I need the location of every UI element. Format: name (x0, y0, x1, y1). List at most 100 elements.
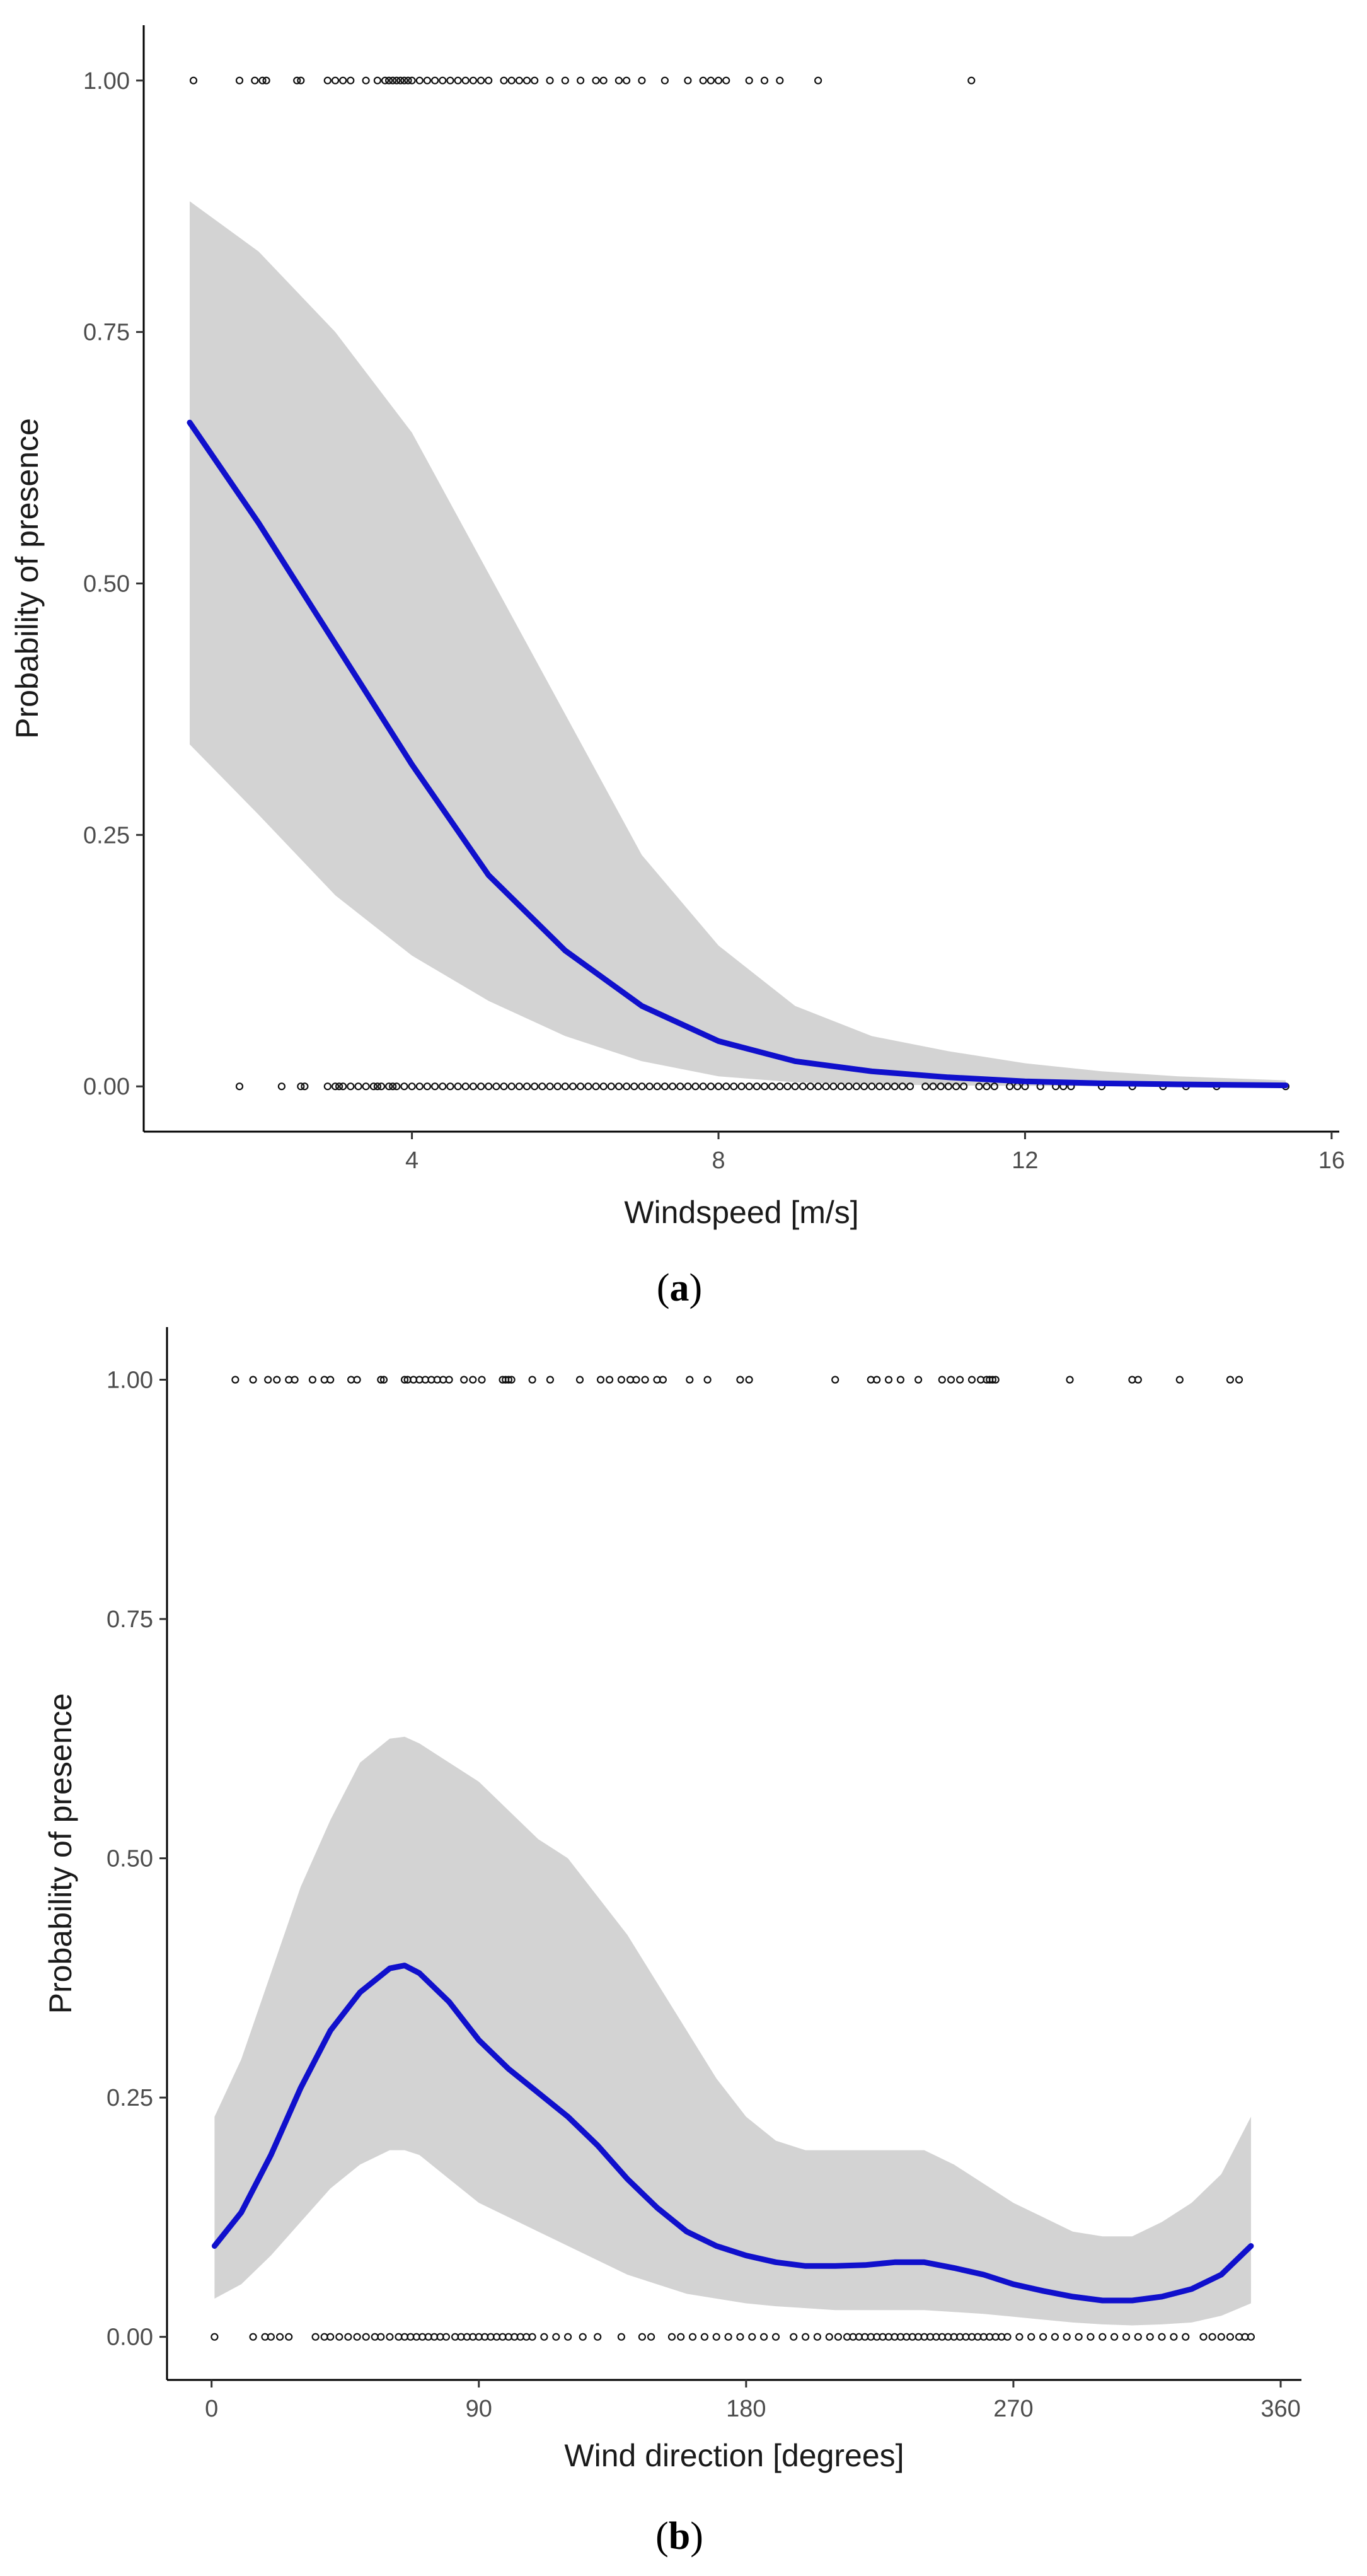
absence-point (745, 1082, 753, 1091)
absence-point (676, 1082, 684, 1091)
absence-point (1199, 2333, 1208, 2341)
absence-point (1110, 2333, 1119, 2341)
absence-point (730, 1082, 738, 1091)
absence-point (691, 1082, 700, 1091)
presence-point (469, 76, 478, 84)
presence-point (938, 1376, 946, 1384)
presence-point (967, 1376, 976, 1384)
presence-point (814, 76, 822, 84)
presence-point (684, 76, 692, 84)
absence-point (354, 1082, 362, 1091)
presence-point (659, 1376, 667, 1384)
presence-point (660, 76, 669, 84)
absence-point (492, 1082, 500, 1091)
x-axis-title-b: Wind direction [degrees] (564, 2438, 904, 2473)
presence-point (339, 76, 347, 84)
absence-point (377, 2333, 385, 2341)
absence-point (538, 1082, 546, 1091)
absence-point (430, 1082, 439, 1091)
absence-point (937, 1082, 945, 1091)
absence-point (249, 2333, 257, 2341)
presence-point (699, 76, 707, 84)
absence-point (1063, 2333, 1071, 2341)
absence-point (439, 1082, 447, 1091)
absence-point (1003, 2333, 1012, 2341)
y-tick-label: 0.25 (83, 822, 130, 849)
absence-point (868, 1082, 876, 1091)
presence-point (362, 76, 370, 84)
absence-point (759, 2333, 768, 2341)
absence-point (235, 1082, 244, 1091)
presence-point (596, 1376, 605, 1384)
absence-point (276, 2333, 284, 2341)
absence-point (1087, 2333, 1095, 2341)
presence-point (323, 76, 332, 84)
absence-point (768, 1082, 776, 1091)
presence-point (967, 76, 976, 84)
absence-point (944, 1082, 952, 1091)
absence-point (301, 1082, 309, 1091)
presence-point (400, 76, 408, 84)
absence-point (408, 1082, 416, 1091)
absence-point (806, 1082, 815, 1091)
absence-point (384, 1082, 393, 1091)
absence-point (507, 1082, 516, 1091)
y-tick-label: 0.00 (83, 1074, 130, 1100)
presence-point (760, 76, 769, 84)
y-axis-title-b: Probability of presence (43, 1693, 78, 2014)
presence-point (500, 76, 508, 84)
y-tick-label: 0.75 (83, 320, 130, 346)
presence-point (485, 76, 493, 84)
presence-point (478, 1376, 486, 1384)
absence-point (814, 1082, 822, 1091)
absence-point (531, 1082, 539, 1091)
absence-point (860, 1082, 868, 1091)
absence-point (563, 2333, 572, 2341)
presence-point (251, 76, 259, 84)
absence-point (677, 2333, 685, 2341)
absence-point (983, 1082, 991, 1091)
absence-point (469, 1082, 478, 1091)
absence-point (883, 1082, 891, 1091)
absence-point (776, 1082, 784, 1091)
absence-points-b (211, 2333, 1255, 2341)
y-axis-title-a: Probability of presence (9, 418, 45, 739)
absence-point (688, 2333, 697, 2341)
absence-point (393, 1082, 401, 1091)
absence-point (522, 1082, 531, 1091)
absence-point (906, 1082, 914, 1091)
presence-point (445, 1376, 453, 1384)
absence-point (311, 2333, 320, 2341)
absence-point (568, 1082, 577, 1091)
x-axis-b: 0 90 180 270 360 (167, 2379, 1301, 2422)
presence-point (561, 76, 569, 84)
presence-point (439, 76, 447, 84)
absence-point (584, 1082, 592, 1091)
presence-point (446, 76, 454, 84)
presence-point (991, 1376, 1000, 1384)
absence-point (500, 1082, 508, 1091)
presence-point (703, 1376, 712, 1384)
absence-point (561, 1082, 569, 1091)
y-axis-a: 0.00 0.25 0.50 0.75 1.00 (83, 25, 145, 1132)
presence-point (423, 76, 432, 84)
presence-point (373, 76, 382, 84)
presence-point (614, 76, 623, 84)
absence-point (552, 2333, 560, 2341)
x-tick-label: 90 (466, 2396, 492, 2422)
presence-point (873, 1376, 881, 1384)
absence-point (645, 1082, 654, 1091)
absence-point (959, 1082, 968, 1091)
absence-point (277, 1082, 286, 1091)
absence-point (647, 2333, 655, 2341)
absence-point (617, 2333, 626, 2341)
presence-point (293, 76, 301, 84)
absence-point (553, 1082, 562, 1091)
absence-point (373, 1082, 382, 1091)
presence-point (707, 76, 715, 84)
presence-point (546, 1376, 555, 1384)
presence-point (415, 76, 424, 84)
presence-point (189, 76, 198, 84)
presence-point (955, 1376, 964, 1384)
absence-point (579, 2333, 587, 2341)
